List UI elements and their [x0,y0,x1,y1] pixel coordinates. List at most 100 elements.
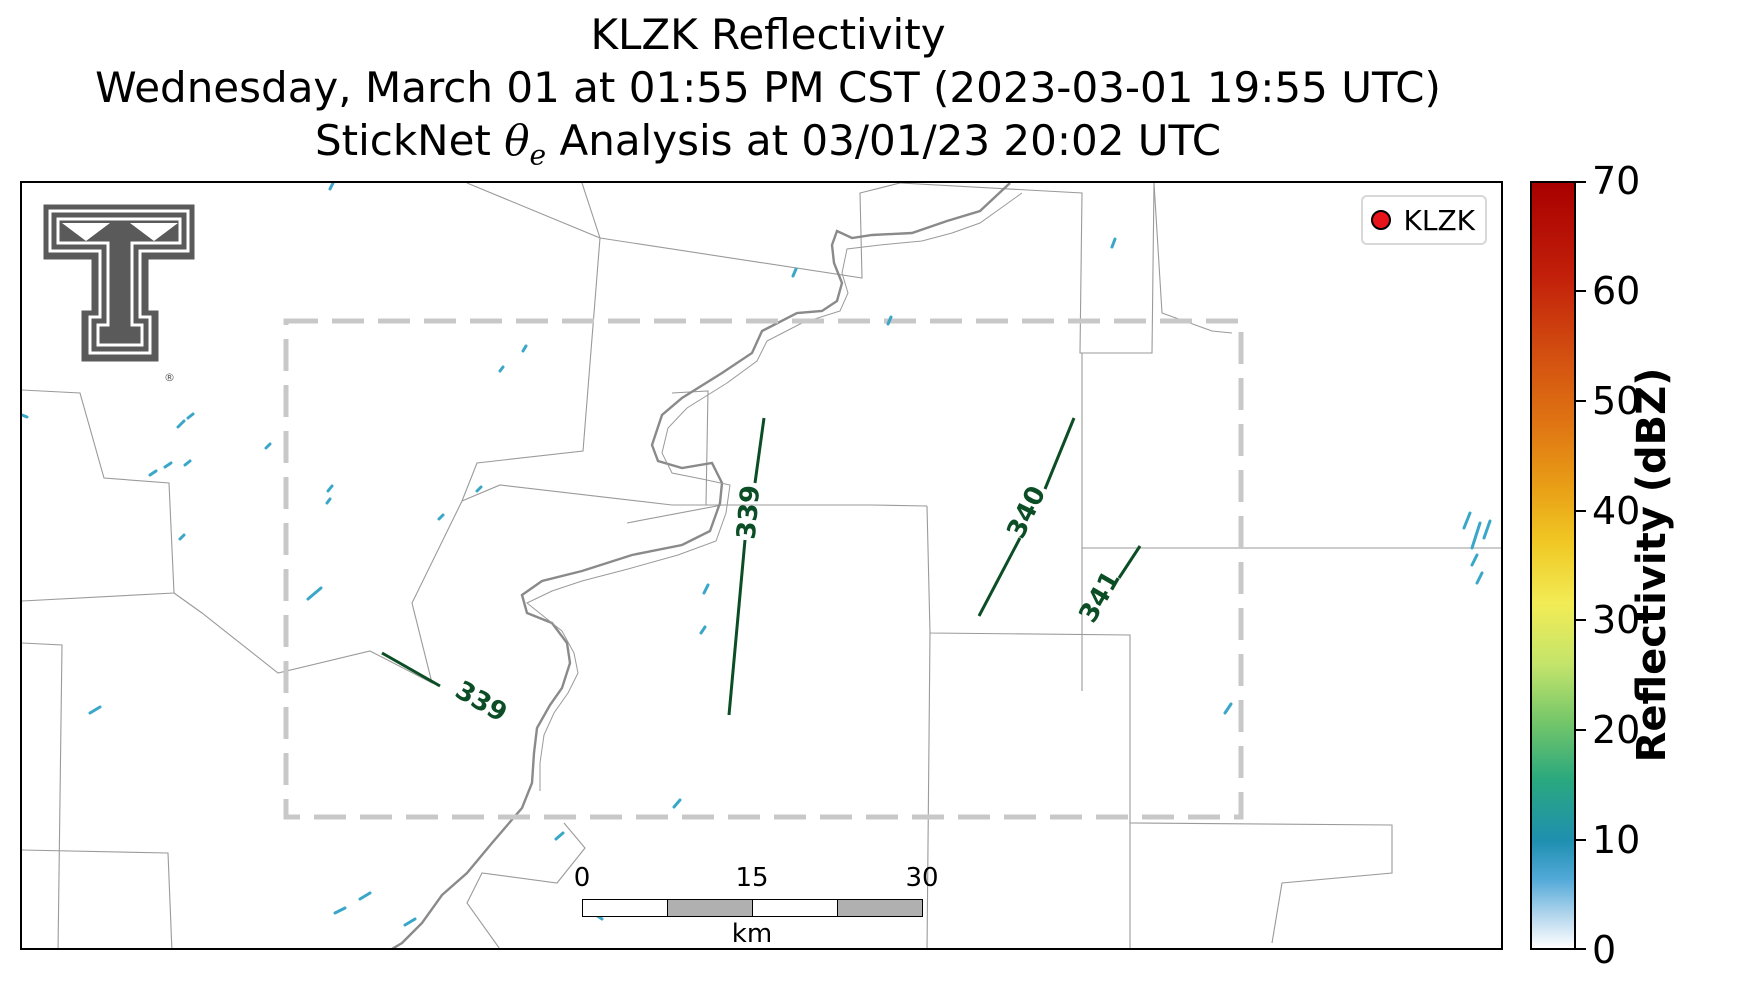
echo [333,906,347,915]
colorbar-tick [1576,839,1586,842]
county-line [1129,822,1393,944]
scale-unit: km [731,919,773,949]
theta-subscript: e [529,138,547,172]
colorbar-tick [1576,509,1586,512]
contour-label-339-central: 339 [732,484,767,541]
echo [176,419,186,429]
contour-340-upper [1043,417,1076,490]
echo [1482,519,1492,540]
colorbar-gradient [1530,181,1576,950]
echo [554,831,565,841]
county-boundaries [22,183,1501,948]
radar-site-marker [1371,210,1392,230]
theta-symbol: θ [504,116,530,165]
echo [475,485,483,493]
county-line [173,183,601,685]
county-line [926,505,1131,948]
contour-339-central-lower [727,539,747,716]
echo [699,625,707,635]
echo [22,413,29,419]
county-line [466,822,586,948]
scale-segment [837,899,923,917]
colorbar-tick-label: 70 [1592,159,1641,203]
echo [1110,237,1117,249]
county-line [22,389,175,602]
river-bank-thin [526,192,1023,791]
scale-segment [752,899,838,917]
title-line-radar: KLZK Reflectivity [590,10,946,59]
scale-segment [667,899,753,917]
county-line [626,504,723,524]
contour-label-340: 340 [1001,482,1052,544]
echo [1223,702,1233,715]
echo [1470,521,1482,550]
echo [1475,571,1484,585]
echo [264,442,272,450]
river [391,183,1011,948]
echo [791,267,798,278]
echo [358,891,372,901]
title-analysis-prefix: StickNet [314,116,491,165]
scale-tick-15: 15 [735,863,769,893]
scale-tick-30: 30 [905,863,939,893]
county-line [22,849,173,948]
county-line [599,183,901,279]
colorbar-tick [1576,181,1586,183]
echo [325,497,332,505]
echo [1470,553,1479,567]
echo [437,513,445,521]
county-line [1153,183,1233,334]
county-line [671,390,709,506]
contour-341-upper [1117,545,1142,579]
map-panel[interactable]: 339 339 340 341 ® KLZK 0 15 30 km [20,181,1503,950]
colorbar-tick [1576,619,1586,622]
echo [672,798,682,809]
county-line [581,183,601,239]
legend-label: KLZK [1403,203,1475,237]
echo [403,917,417,927]
scale-segment [582,899,668,917]
echo [163,461,173,469]
scale-tick-0: 0 [573,863,591,893]
colorbar-tick [1576,289,1586,292]
colorbar-tick-label: 0 [1592,928,1617,972]
echo [148,469,158,477]
echo [88,705,102,715]
echo [328,183,335,191]
echo [186,412,195,420]
colorbar-tick-label: 50 [1592,378,1641,423]
colorbar-tick-label: 60 [1592,268,1641,313]
county-line [926,632,931,948]
contour-339-central-upper [753,417,766,484]
reflectivity-echoes [22,183,1492,927]
scale-bar: 0 15 30 km [574,863,942,948]
echo [886,315,893,326]
analysis-domain-box [283,318,1244,820]
contour-label-339-west: 339 [450,676,512,729]
colorbar-tick-label: 10 [1592,818,1641,863]
echo [702,583,710,595]
colorbar-tick-label: 40 [1592,488,1641,533]
contour-labels: 339 339 340 341 [450,482,1127,729]
colorbar-tick [1576,399,1586,402]
county-line [22,642,63,948]
echo [306,586,323,601]
county-line [461,484,928,507]
echo [1462,511,1472,530]
echo [183,459,192,467]
echo [178,533,186,541]
colorbar-tick-label: 30 [1592,598,1641,643]
map-legend: KLZK [1361,195,1487,245]
contour-340-lower [977,537,1022,617]
title-line-time: Wednesday, March 01 at 01:55 PM CST (202… [95,63,1441,112]
colorbar-tick [1576,729,1586,732]
theta-e-contours [381,417,1142,716]
title-line-analysis: StickNet θe Analysis at 03/01/23 20:02 U… [18,114,1518,181]
figure-title: KLZK Reflectivity Wednesday, March 01 at… [18,8,1518,181]
colorbar-tick [1576,948,1586,950]
colorbar-label: Reflectivity (dBZ) [1629,367,1675,763]
echo [498,365,505,373]
texas-tech-double-t-logo: ® [40,201,198,384]
map-canvas: 339 339 340 341 [22,183,1501,948]
county-line [899,183,1155,354]
